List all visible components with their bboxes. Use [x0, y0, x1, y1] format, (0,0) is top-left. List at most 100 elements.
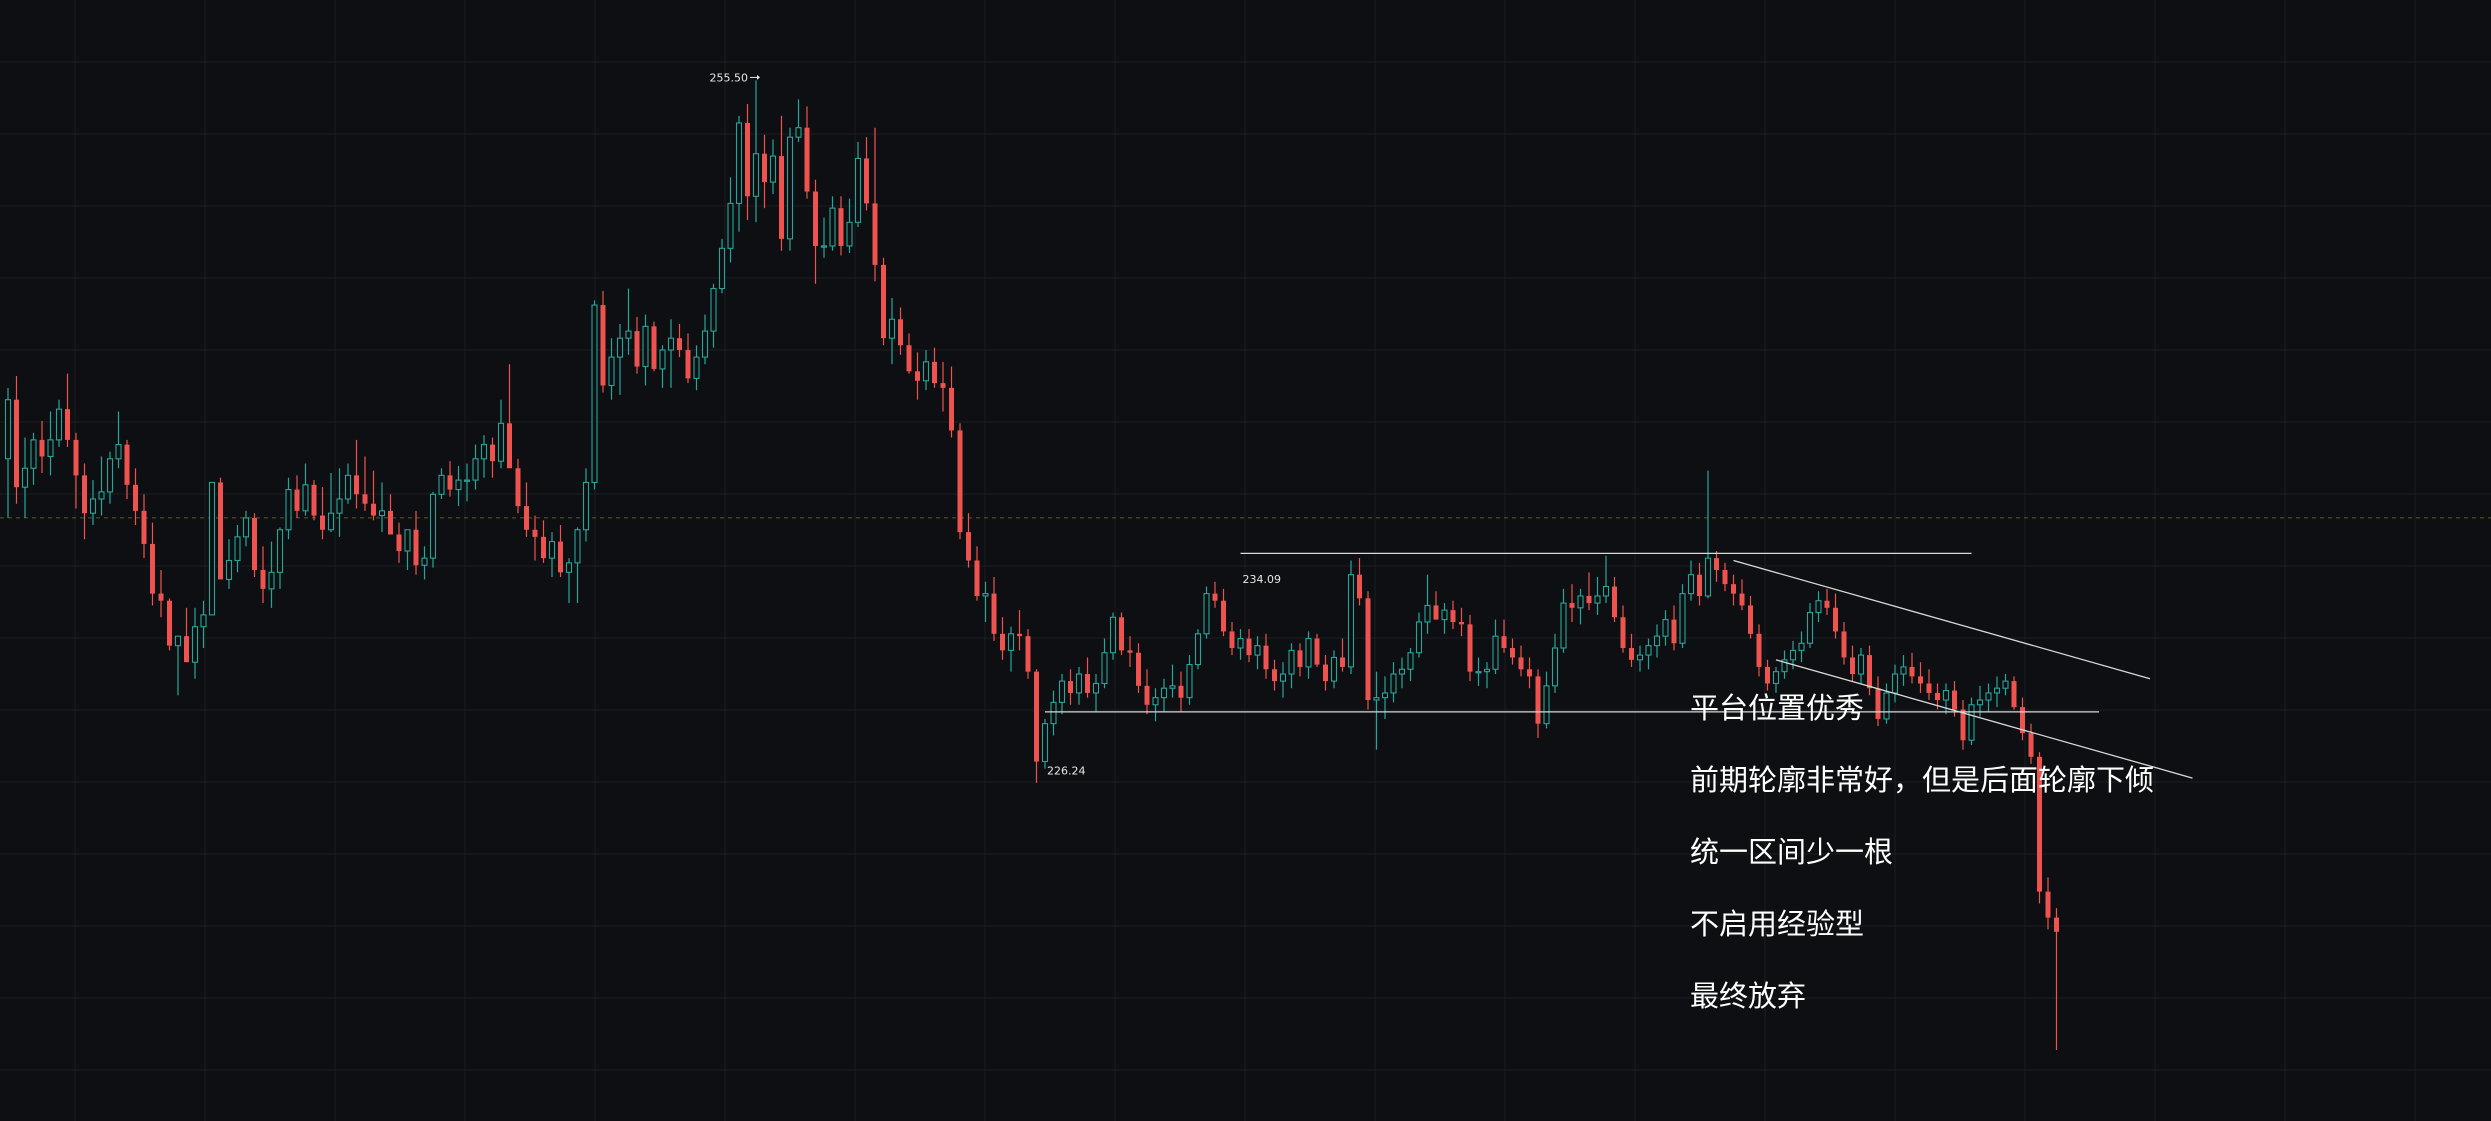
- candle-body: [65, 409, 70, 440]
- candle: [1662, 610, 1669, 646]
- candle: [2045, 877, 2051, 930]
- candle-body: [804, 127, 810, 192]
- candle-body: [608, 356, 615, 387]
- candle-body: [1662, 619, 1669, 637]
- candle: [150, 522, 155, 606]
- candle: [1560, 588, 1567, 653]
- trendline-channel-lower[interactable]: [1775, 659, 2193, 779]
- candle: [915, 352, 920, 400]
- candle: [65, 373, 70, 447]
- candle-body: [1960, 709, 1966, 741]
- candle: [200, 600, 207, 649]
- candle: [1501, 619, 1507, 653]
- candle: [779, 115, 784, 251]
- candle: [1926, 669, 1932, 701]
- candle-body: [1560, 602, 1567, 649]
- candle-body: [1653, 635, 1661, 647]
- candle: [1765, 659, 1770, 691]
- candle: [582, 468, 590, 542]
- candle: [158, 569, 164, 618]
- candle-body: [846, 221, 853, 247]
- candle-body: [2054, 917, 2059, 932]
- candle-body: [354, 475, 359, 495]
- candle-body: [463, 479, 471, 482]
- candle: [455, 465, 462, 507]
- candle: [1119, 612, 1124, 656]
- candle-body: [1263, 645, 1269, 670]
- candle: [1203, 586, 1210, 639]
- candle: [786, 127, 794, 251]
- candle: [1136, 643, 1141, 693]
- candle: [1704, 470, 1712, 599]
- candle-body: [150, 543, 155, 594]
- candle: [388, 494, 393, 535]
- candle-body: [167, 600, 172, 646]
- candle: [820, 217, 828, 258]
- candle-body: [98, 491, 105, 500]
- candle-body: [1467, 624, 1473, 672]
- candle-body: [1543, 685, 1550, 725]
- candle-body: [940, 383, 946, 388]
- candle: [718, 238, 726, 294]
- high-arrow-head-icon: [757, 74, 760, 80]
- candle-body: [574, 529, 581, 564]
- candle-body: [1909, 666, 1915, 677]
- candle-body: [1194, 633, 1202, 666]
- candle: [524, 482, 529, 537]
- candle-body: [881, 264, 886, 339]
- candle-body: [558, 541, 563, 573]
- candle-body: [1212, 593, 1218, 601]
- candle-body: [1551, 647, 1559, 687]
- candle-body: [752, 153, 760, 197]
- candle: [1586, 572, 1592, 611]
- candle: [735, 115, 743, 232]
- candle-body: [1594, 595, 1601, 604]
- candle-body: [438, 474, 445, 495]
- candle-body: [1629, 648, 1634, 660]
- candle-body: [1221, 600, 1226, 632]
- candle-body: [1433, 605, 1439, 620]
- candle: [1731, 574, 1736, 606]
- candle: [752, 80, 760, 223]
- candle-body: [591, 304, 598, 484]
- candle: [1900, 655, 1907, 686]
- candle: [1034, 669, 1039, 783]
- candle-body: [1450, 610, 1456, 622]
- candle-body: [1373, 697, 1380, 701]
- candle: [302, 463, 309, 516]
- candle-body: [421, 557, 428, 566]
- candle-body: [1815, 600, 1822, 614]
- candle: [2054, 908, 2059, 1051]
- candle: [73, 432, 79, 509]
- candle-body: [1781, 659, 1788, 673]
- trendline-channel-upper[interactable]: [1733, 559, 2151, 680]
- candle-body: [548, 541, 556, 559]
- candle: [1798, 631, 1805, 663]
- candle-body: [1475, 671, 1482, 674]
- candle: [1152, 688, 1159, 722]
- candle-body: [991, 593, 997, 634]
- candle: [1687, 560, 1695, 601]
- candle-body: [795, 127, 802, 138]
- high-price-label: 255.50: [710, 71, 749, 84]
- candle-body: [779, 156, 784, 239]
- candle: [1629, 633, 1634, 667]
- candle: [1237, 629, 1244, 660]
- candle: [1373, 671, 1380, 750]
- candle: [829, 196, 836, 251]
- candle-body: [1687, 574, 1695, 595]
- candle-body: [320, 515, 325, 530]
- candle-body: [565, 562, 573, 573]
- candle-body: [294, 489, 300, 511]
- candle: [813, 179, 818, 284]
- candle: [55, 399, 63, 447]
- candle-body: [447, 475, 453, 490]
- candle: [1527, 657, 1532, 689]
- candle: [133, 468, 138, 526]
- candle-body: [47, 439, 54, 457]
- candle: [854, 141, 862, 228]
- candle: [795, 99, 802, 142]
- trendlines[interactable]: [1045, 552, 2193, 779]
- candle-body: [1000, 633, 1005, 651]
